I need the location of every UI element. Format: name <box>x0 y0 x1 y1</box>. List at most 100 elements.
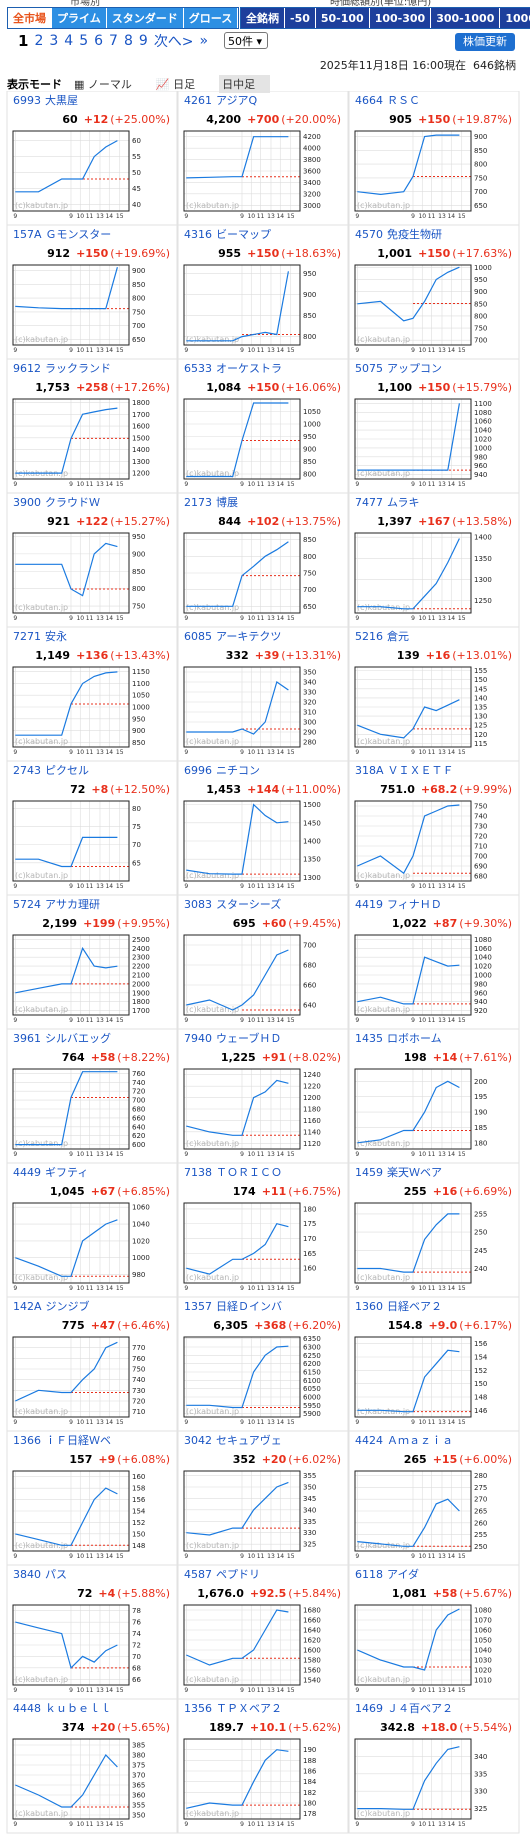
page-link[interactable]: 5 <box>79 33 89 49</box>
stock-title[interactable]: 2173 博展 <box>184 495 238 509</box>
stock-title[interactable]: 6993 大黒屋 <box>13 93 78 107</box>
price: 1,676.0 <box>197 1587 244 1600</box>
price: 198 <box>404 1051 427 1064</box>
page-link[interactable]: 4 <box>64 33 74 49</box>
stock-title[interactable]: 142A ジンジブ <box>13 1299 90 1313</box>
cap-tab[interactable]: 50-100 <box>316 8 370 28</box>
stock-title[interactable]: 6533 オーケストラ <box>184 362 282 375</box>
market-tab[interactable]: グロース <box>184 8 239 28</box>
stock-title[interactable]: 4419 フィナＨＤ <box>355 898 442 911</box>
stock-code: 4419 <box>355 898 383 911</box>
stock-title[interactable]: 2743 ピクセル <box>13 764 89 777</box>
stock-title[interactable]: 9612 ラックランド <box>13 362 111 375</box>
market-tab[interactable]: 全市場 <box>8 8 52 28</box>
cap-tab[interactable]: 300-1000 <box>431 8 501 28</box>
stock-name: Ｇモンスター <box>46 228 112 241</box>
page-link[interactable]: 7 <box>109 33 118 49</box>
stock-title[interactable]: 6085 アーキテクツ <box>184 630 281 643</box>
stock-title[interactable]: 4570 免疫生物研 <box>355 227 442 241</box>
price-line-series <box>186 1749 289 1809</box>
stock-title[interactable]: 3961 シルバエッグ <box>13 1031 111 1045</box>
price: 265 <box>404 1453 427 1466</box>
last-link[interactable]: » <box>199 33 209 49</box>
next-link[interactable]: 次へ> <box>153 34 194 50</box>
market-tab[interactable]: プライム <box>52 8 107 28</box>
stock-title[interactable]: 4587 ペプドリ <box>184 1568 260 1581</box>
stock-title[interactable]: 4261 アジアQ <box>184 94 258 107</box>
stock-title[interactable]: 1356 ＴＰＸベア２ <box>184 1702 282 1715</box>
stock-name: オーケストラ <box>216 362 282 375</box>
stock-title[interactable]: 5075 アップコン <box>355 362 442 375</box>
stock-title[interactable]: 3083 スターシーズ <box>184 897 281 911</box>
watermark: (c)kabutan.jp <box>15 1675 68 1684</box>
cap-tab[interactable]: -50 <box>285 8 316 28</box>
page-link[interactable]: 2 <box>34 33 44 49</box>
stock-title[interactable]: 318A ＶＩＸＥＴＦ <box>355 764 454 777</box>
price: 1,149 <box>35 649 70 662</box>
page-link[interactable]: 9 <box>138 33 148 49</box>
stock-name: ジンジブ <box>46 1299 90 1313</box>
per-page-select[interactable]: 50件 ▾ <box>224 32 268 49</box>
time-label: 10 <box>418 1151 426 1158</box>
stock-title[interactable]: 4448 ｋｕｂｅｌｌ <box>13 1702 111 1715</box>
stock-code: 6996 <box>184 764 212 777</box>
y-tick-label: 115 <box>474 740 487 748</box>
market-tab[interactable]: スタンダード <box>107 8 184 28</box>
stock-title[interactable]: 157A Ｇモンスター <box>13 228 111 241</box>
y-tick-label: 74 <box>132 1630 141 1638</box>
mode-normal[interactable]: ▦ ノーマル <box>74 78 132 91</box>
stock-title[interactable]: 1469 Ｊ４百ベア２ <box>355 1702 453 1715</box>
stock-title[interactable]: 4316 ビーマップ <box>184 228 271 241</box>
stock-code: 4448 <box>13 1702 41 1715</box>
cap-tab[interactable]: 1000- <box>500 8 530 28</box>
time-label: 11 <box>86 883 94 890</box>
stock-title[interactable]: 1459 楽天Ｗベア <box>355 1166 442 1179</box>
stock-title[interactable]: 1435 ロボホーム <box>355 1032 442 1045</box>
stock-name: 大黒屋 <box>45 93 78 107</box>
y-tick-label: 680 <box>132 1106 145 1114</box>
stock-title[interactable]: 4449 ギフティ <box>13 1166 88 1179</box>
cap-tab[interactable]: 全銘柄 <box>241 8 285 28</box>
time-label: 9 <box>355 481 359 488</box>
cap-tab[interactable]: 100-300 <box>370 8 432 28</box>
page-link[interactable]: 3 <box>49 33 59 49</box>
time-label: 10 <box>76 1285 84 1292</box>
stock-title[interactable]: 1357 日経Ｄインバ <box>184 1300 282 1313</box>
change-pct: (+13.01%) <box>452 649 512 662</box>
change: +150 <box>247 247 280 260</box>
time-label: 9 <box>411 1017 415 1024</box>
stock-title[interactable]: 7477 ムラキ <box>355 496 419 509</box>
y-tick-label: 72 <box>132 1642 141 1650</box>
time-label: 9 <box>69 347 73 354</box>
price: 1,022 <box>392 917 427 930</box>
stock-title[interactable]: 6996 ニチコン <box>184 764 260 777</box>
stock-title[interactable]: 7271 安永 <box>13 629 67 643</box>
change: +102 <box>247 515 279 528</box>
price-line: 157 +9 (+6.08%) <box>69 1453 170 1466</box>
stock-title[interactable]: 5724 アサカ理研 <box>13 898 100 911</box>
page-link[interactable]: 8 <box>123 33 133 49</box>
stock-title[interactable]: 7138 ＴＯＲＩＣＯ <box>184 1166 282 1179</box>
time-label: 11 <box>86 213 94 220</box>
stock-title[interactable]: 1366 ｉＦ日経Ｗベ <box>13 1434 111 1447</box>
stock-title[interactable]: 4664 ＲＳＣ <box>355 94 420 107</box>
y-tick-label: 850 <box>132 568 145 576</box>
stock-code: 1366 <box>13 1434 41 1447</box>
stock-title[interactable]: 6118 アイダ <box>355 1567 419 1581</box>
mode-daily[interactable]: 📈 日足 <box>155 78 196 91</box>
refresh-button[interactable]: 株価更新 <box>455 33 515 51</box>
mode-intraday[interactable]: 日中足 <box>219 75 271 93</box>
price-line: 332 +39 (+13.31%) <box>226 649 341 662</box>
stock-title[interactable]: 3900 クラウドＷ <box>13 496 100 509</box>
stock-title[interactable]: 5216 倉元 <box>355 630 409 643</box>
stock-title[interactable]: 3042 セキュアヴェ <box>184 1433 282 1447</box>
page-link[interactable]: 1 <box>18 32 29 50</box>
watermark: (c)kabutan.jp <box>357 201 410 210</box>
page-link[interactable]: 6 <box>94 33 104 49</box>
stock-title[interactable]: 1360 日経ベア２ <box>355 1300 442 1313</box>
y-tick-label: 640 <box>303 1002 316 1010</box>
y-tick-label: 1350 <box>303 856 321 864</box>
stock-title[interactable]: 7940 ウェーブＨＤ <box>184 1031 281 1045</box>
stock-title[interactable]: 4424 Ａｍａｚｉａ <box>355 1434 453 1447</box>
stock-title[interactable]: 3840 パス <box>13 1568 67 1581</box>
